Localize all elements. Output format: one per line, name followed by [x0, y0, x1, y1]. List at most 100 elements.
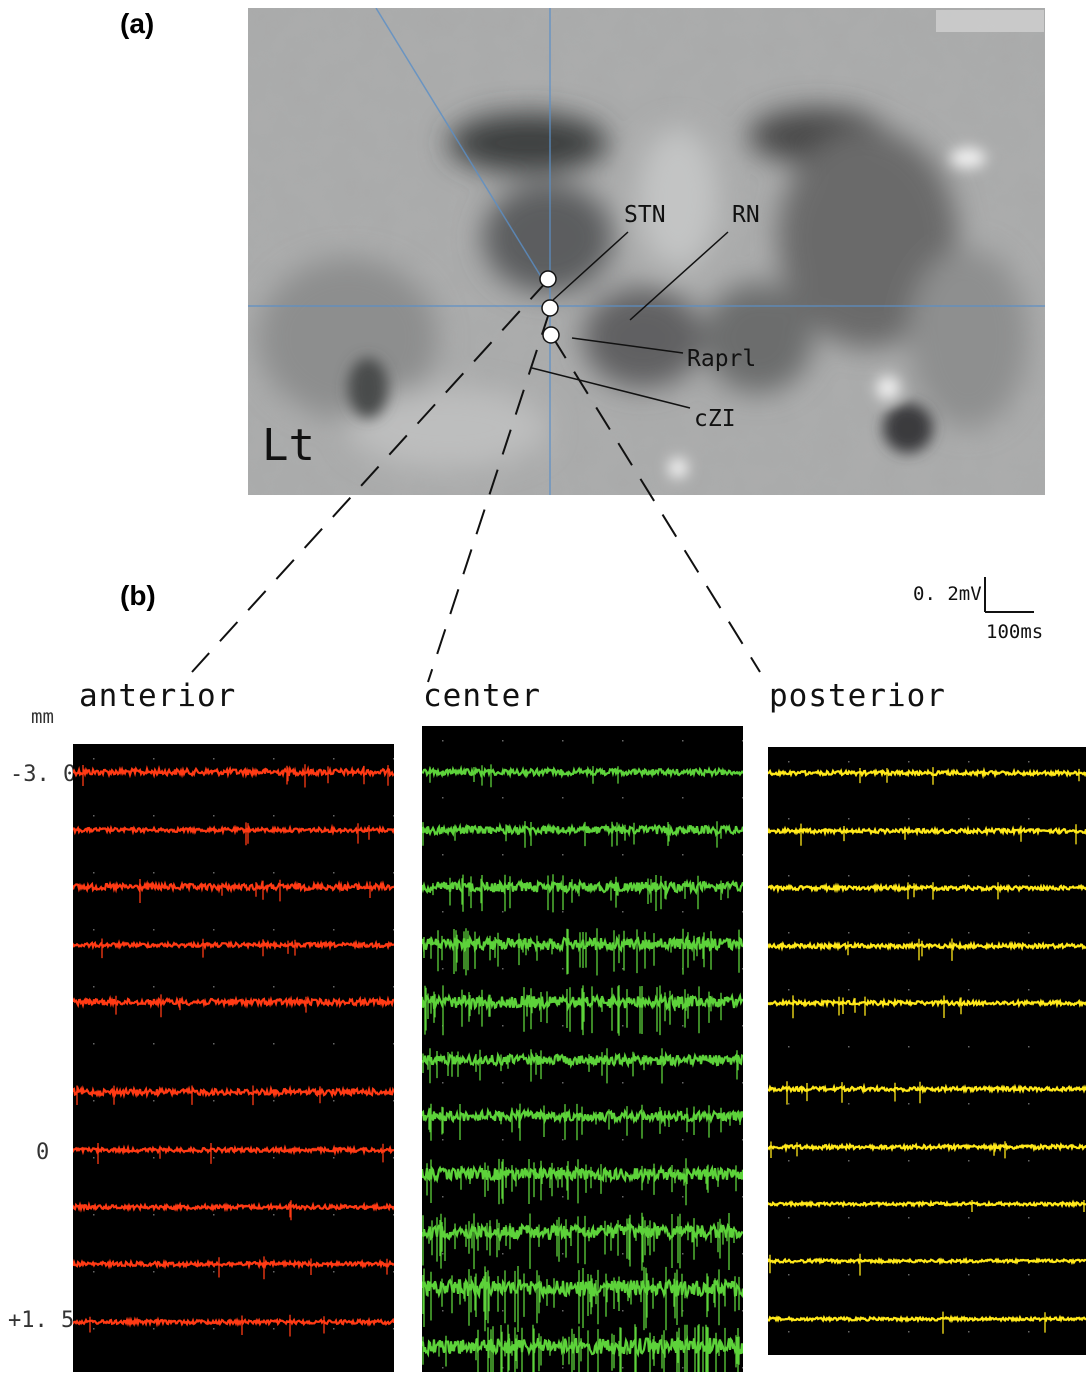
- grid-dot: [502, 1367, 504, 1369]
- grid-dot: [213, 986, 215, 988]
- depth-label-start: -3. 0: [10, 762, 77, 787]
- scale-time: 100ms: [986, 621, 1043, 643]
- grid-dot: [273, 872, 275, 874]
- grid-dot: [333, 986, 335, 988]
- grid-dot: [742, 968, 743, 970]
- grid-dot: [968, 1103, 970, 1105]
- grid-dot: [908, 1217, 910, 1219]
- depth-label-end: +1. 5: [8, 1308, 75, 1333]
- grid-dot: [393, 815, 394, 817]
- grid-dot: [908, 875, 910, 877]
- grid-dot: [333, 1271, 335, 1273]
- side-label: Lt: [262, 420, 315, 471]
- grid-dot: [502, 1139, 504, 1141]
- spikes-anterior-8: [289, 1200, 292, 1221]
- grid-dot: [848, 989, 850, 991]
- grid-dot: [333, 872, 335, 874]
- label-czi: cZI: [694, 406, 736, 432]
- grid-dot: [153, 1214, 155, 1216]
- grid-dot: [682, 1025, 684, 1027]
- grid-dot: [502, 1310, 504, 1312]
- track-title-center: center: [423, 678, 541, 714]
- spikes-center-9: [422, 1212, 735, 1271]
- spikes-anterior-5: [115, 994, 307, 1018]
- electrode-marker-anterior: [539, 270, 557, 288]
- spikes-center-3: [432, 874, 729, 913]
- grid-dot: [908, 1046, 910, 1048]
- grid-dot: [213, 1157, 215, 1159]
- grid-dot: [682, 740, 684, 742]
- spikes-posterior-10: [942, 1311, 1046, 1334]
- grid-dot: [93, 872, 95, 874]
- trace-anterior-4: [73, 939, 394, 951]
- grid-dot: [442, 1082, 444, 1084]
- grid-dot: [273, 1214, 275, 1216]
- stn-pointer: [552, 231, 629, 301]
- grid-dot: [213, 1214, 215, 1216]
- grid-dot: [393, 1271, 394, 1273]
- spikes-anterior-10: [89, 1314, 325, 1337]
- grid-dot: [788, 1103, 790, 1105]
- grid-dot: [682, 1139, 684, 1141]
- grid-dot: [273, 1157, 275, 1159]
- grid-dot: [393, 929, 394, 931]
- trace-center-11: [422, 1335, 743, 1358]
- grid-dot: [562, 1025, 564, 1027]
- grid-dot: [1028, 1217, 1030, 1219]
- grid-dot: [273, 815, 275, 817]
- recording-panel-center: [422, 726, 743, 1372]
- grid-dot: [562, 1253, 564, 1255]
- grid-dot: [442, 740, 444, 742]
- grid-dot: [562, 1196, 564, 1198]
- grid-dot: [1028, 818, 1030, 820]
- grid-dot: [848, 1217, 850, 1219]
- grid-dot: [333, 1043, 335, 1045]
- grid-dot: [393, 986, 394, 988]
- grid-dot: [788, 1217, 790, 1219]
- grid-dot: [788, 989, 790, 991]
- grid-dot: [908, 1331, 910, 1333]
- grid-dot: [502, 854, 504, 856]
- scale-voltage: 0. 2mV: [913, 583, 982, 605]
- grid-dot: [442, 911, 444, 913]
- grid-dot: [502, 1253, 504, 1255]
- grid-dot: [562, 740, 564, 742]
- trace-center-1: [422, 764, 743, 779]
- grid-dot: [682, 1196, 684, 1198]
- czi-pointer: [531, 367, 691, 409]
- grid-dot: [1028, 875, 1030, 877]
- grid-dot: [273, 1100, 275, 1102]
- spikes-posterior-3: [907, 882, 999, 900]
- grid-dot: [622, 1082, 624, 1084]
- grid-dot: [442, 797, 444, 799]
- grid-dot: [968, 818, 970, 820]
- grid-dot: [908, 761, 910, 763]
- grid-dot: [562, 797, 564, 799]
- grid-dot: [393, 1100, 394, 1102]
- grid-dot: [848, 875, 850, 877]
- grid-dot: [333, 1328, 335, 1330]
- grid-dot: [788, 818, 790, 820]
- trace-posterior-5: [768, 997, 1086, 1009]
- spikes-posterior-4: [847, 938, 953, 961]
- grid-dot: [213, 1271, 215, 1273]
- trace-posterior-8: [768, 1199, 1086, 1209]
- spikes-posterior-2: [800, 823, 1077, 846]
- trace-anterior-9: [73, 1258, 394, 1270]
- trace-posterior-7: [768, 1141, 1086, 1153]
- grid-dot: [742, 1082, 743, 1084]
- mri-image: Lt: [248, 8, 1045, 495]
- grid-dot: [562, 1310, 564, 1312]
- grid-dot: [682, 1082, 684, 1084]
- electrode-marker-center: [541, 299, 559, 317]
- grid-dot: [442, 1310, 444, 1312]
- trace-posterior-1: [768, 766, 1086, 780]
- grid-dot: [788, 1160, 790, 1162]
- spikes-posterior-5: [792, 995, 962, 1019]
- spikes-anterior-4: [101, 938, 296, 959]
- trace-anterior-1: [73, 764, 394, 779]
- grid-dot: [153, 1157, 155, 1159]
- recording-panel-anterior: [73, 744, 394, 1372]
- grid-dot: [213, 815, 215, 817]
- grid-dot: [908, 932, 910, 934]
